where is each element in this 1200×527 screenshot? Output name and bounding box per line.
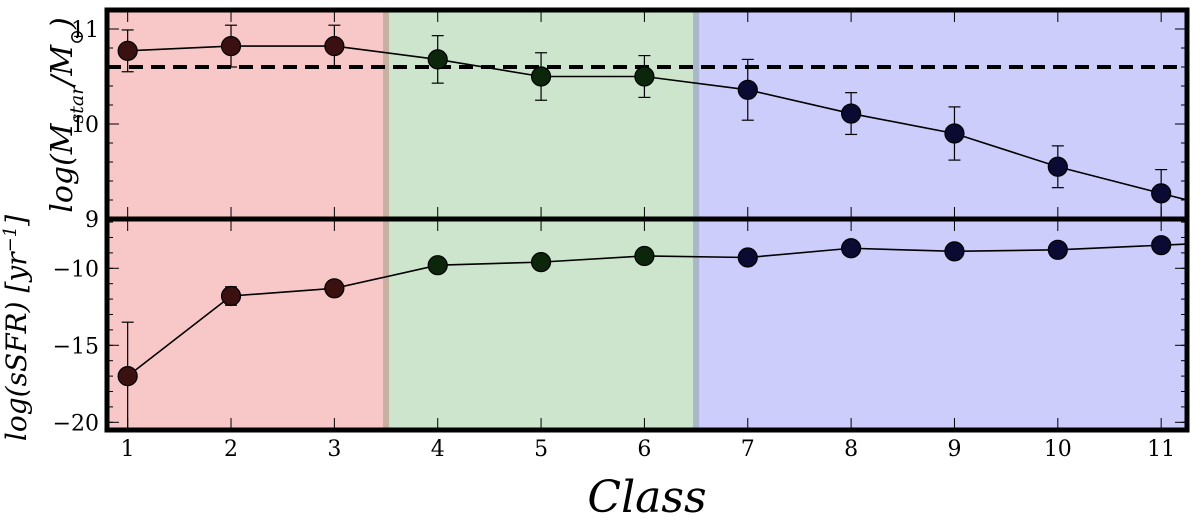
x-tick-label-4: 4 bbox=[431, 437, 445, 462]
top-y-tick-label-10: 10 bbox=[71, 113, 99, 138]
bottom-point-10 bbox=[1047, 239, 1068, 260]
top-point-8 bbox=[841, 103, 862, 124]
bottom-y-axis-title-part: log(sSFR) [yr bbox=[0, 251, 33, 441]
top-y-tick-label-11: 11 bbox=[71, 18, 99, 43]
bottom-y-axis-title-part: −1 bbox=[0, 226, 21, 253]
bottom-point-3 bbox=[324, 278, 345, 299]
top-plot-area bbox=[117, 24, 1187, 218]
bottom-plot-area bbox=[117, 235, 1187, 430]
x-axis-title: Class bbox=[587, 472, 706, 523]
top-point-10 bbox=[1047, 156, 1068, 177]
bottom-point-9 bbox=[944, 241, 965, 262]
x-tick-label-10: 10 bbox=[1044, 437, 1072, 462]
bottom-point-11 bbox=[1151, 235, 1172, 256]
x-tick-label-7: 7 bbox=[741, 437, 755, 462]
bottom-y-tick-label--20: −20 bbox=[53, 411, 99, 436]
labels-layer: 1 2 3 4 5 6 7 8 9 10 11 9 10 11 −20 −15 −10 Class log(Msta… bbox=[0, 17, 1175, 523]
top-point-4 bbox=[427, 49, 448, 70]
bottom-point-7 bbox=[737, 247, 758, 268]
panel-frames bbox=[104, 7, 1190, 433]
bottom-y-axis-title-part: ] bbox=[0, 215, 33, 227]
bottom-point-2 bbox=[220, 285, 242, 307]
x-tick-label-2: 2 bbox=[224, 437, 238, 462]
x-tick-label-11: 11 bbox=[1147, 437, 1175, 462]
top-point-1 bbox=[117, 40, 138, 61]
bottom-y-tick-label--10: −10 bbox=[53, 257, 99, 282]
top-line bbox=[127, 45, 1187, 201]
top-point-6 bbox=[634, 66, 655, 87]
bottom-y-axis-title: log(sSFR) [yr−1] bbox=[0, 215, 33, 441]
x-tick-label-3: 3 bbox=[327, 437, 341, 462]
data-series-layer bbox=[117, 24, 1187, 430]
top-y-axis-title-part: ⊙ bbox=[66, 29, 88, 45]
bottom-series bbox=[117, 235, 1187, 430]
x-tick-label-8: 8 bbox=[844, 437, 858, 462]
bottom-point-8 bbox=[841, 238, 862, 259]
top-series bbox=[117, 24, 1187, 218]
top-y-axis-title-part: ) bbox=[45, 17, 80, 30]
x-tick-label-6: 6 bbox=[637, 437, 651, 462]
bottom-point-4 bbox=[427, 255, 448, 276]
bottom-point-6 bbox=[634, 245, 655, 267]
top-point-2 bbox=[220, 35, 242, 57]
x-tick-label-9: 9 bbox=[947, 437, 961, 462]
top-point-11 bbox=[1151, 183, 1172, 204]
top-y-axis-title: log(Mstar/M⊙) bbox=[45, 17, 88, 213]
bottom-line bbox=[127, 243, 1187, 377]
top-y-axis-title-part: star bbox=[66, 84, 88, 124]
top-point-7 bbox=[737, 79, 758, 100]
top-point-9 bbox=[944, 123, 965, 144]
top-y-tick-label-9: 9 bbox=[85, 208, 99, 233]
bottom-point-5 bbox=[530, 252, 552, 273]
x-tick-label-1: 1 bbox=[121, 437, 135, 462]
bottom-y-tick-label--15: −15 bbox=[53, 334, 99, 359]
top-point-3 bbox=[324, 35, 345, 57]
bottom-point-1 bbox=[117, 365, 138, 387]
top-y-axis-title-part: /M bbox=[45, 44, 80, 89]
top-point-5 bbox=[530, 66, 552, 87]
x-tick-label-5: 5 bbox=[534, 437, 548, 462]
bottom-panel-frame bbox=[104, 216, 1190, 433]
top-y-axis-title-part: log(M bbox=[45, 122, 80, 213]
